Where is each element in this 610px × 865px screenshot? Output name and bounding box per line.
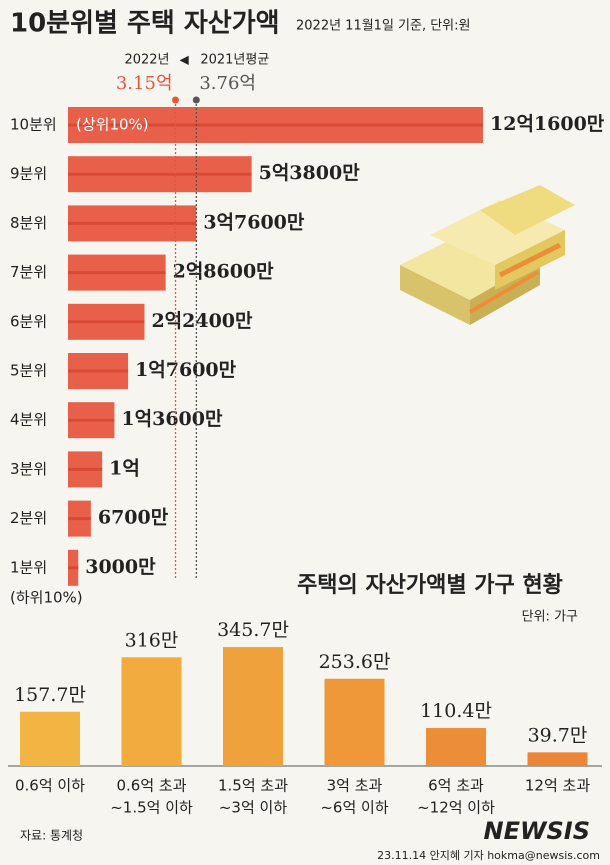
value-label: 2억2400만 [151,310,253,332]
x-tick-label: ~3억 이하 [219,799,287,817]
bar [20,711,80,766]
value-label: 3000만 [85,556,156,578]
value-label: 110.4만 [420,700,492,722]
value-label: 253.6만 [319,651,391,673]
x-tick-label: 0.6억 초과 [116,777,186,795]
x-tick-label: 3억 초과 [327,777,383,795]
watermark: NEWSIS [484,817,590,845]
bar [324,678,385,766]
category-label: 4분위 [10,411,47,429]
value-label: 12억1600만 [490,113,605,135]
value-label: 157.7만 [14,684,86,706]
reference-name: 2021년평균 [200,53,269,68]
source: 자료: 통계청 [20,829,83,843]
reference-value: 3.15억 [116,73,173,94]
category-label: 6분위 [10,312,47,330]
reference-name: 2022년 [124,53,169,68]
legend-arrow: ◀ [180,53,190,67]
x-tick-label: 6억 초과 [428,777,484,795]
credit: 23.11.14 안지혜 기자 hokma@newsis.com [377,849,600,862]
chart-title: 주택의 자산가액별 가구 현황 [297,573,563,598]
value-label: 2억8600만 [173,261,275,283]
category-label: 7분위 [10,263,47,281]
value-label: 5억3800만 [259,162,361,184]
bar [223,647,283,766]
category-label: 1분위 [10,558,47,576]
category-label: 8분위 [10,214,47,232]
category-label: 9분위 [10,165,47,183]
value-label: 6700만 [98,507,169,529]
category-label: 3분위 [10,460,47,478]
chart-title: 10분위별 주택 자산가액 [10,9,280,39]
x-tick-label: ~1.5억 이하 [110,799,193,817]
value-label: 1억 [109,457,140,479]
reference-dot [192,96,200,104]
value-label: 316만 [125,629,179,651]
x-tick-label: ~12억 이하 [417,799,495,817]
value-label: 1억7600만 [135,359,237,381]
bar [121,657,182,766]
value-label: 1억3600만 [121,408,223,430]
value-label: 345.7만 [217,619,289,641]
chart-subtitle: 단위: 가구 [522,610,578,625]
chart-subtitle: 2022년 11월1일 기준, 단위:원 [296,19,471,34]
gold-illustration [400,185,575,325]
x-tick-label: 12억 초과 [525,777,590,795]
x-tick-label: 0.6억 이하 [15,777,85,795]
bar [527,752,588,766]
category-label: 10분위 [10,116,57,134]
reference-value: 3.76억 [199,73,256,94]
top-note: (상위10%) [76,116,149,134]
category-label: 5분위 [10,362,47,380]
value-label: 39.7만 [528,724,588,746]
x-tick-label: 1.5억 초과 [218,777,288,795]
reference-dot [172,96,180,104]
value-label: 3억7600만 [203,211,305,233]
category-label: 2분위 [10,509,47,527]
bottom-note: (하위10%) [10,588,83,606]
bar [426,728,486,766]
x-tick-label: ~6억 이하 [320,799,388,817]
